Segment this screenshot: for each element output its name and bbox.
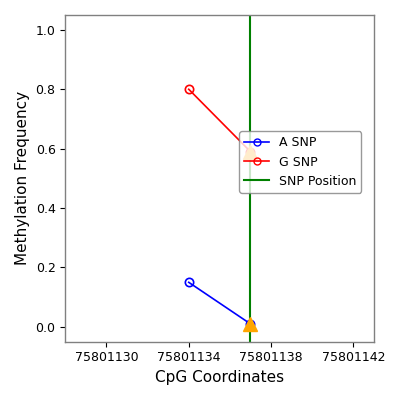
Legend: A SNP, G SNP, SNP Position: A SNP, G SNP, SNP Position [239, 131, 362, 193]
X-axis label: CpG Coordinates: CpG Coordinates [155, 370, 284, 385]
Y-axis label: Methylation Frequency: Methylation Frequency [15, 91, 30, 266]
